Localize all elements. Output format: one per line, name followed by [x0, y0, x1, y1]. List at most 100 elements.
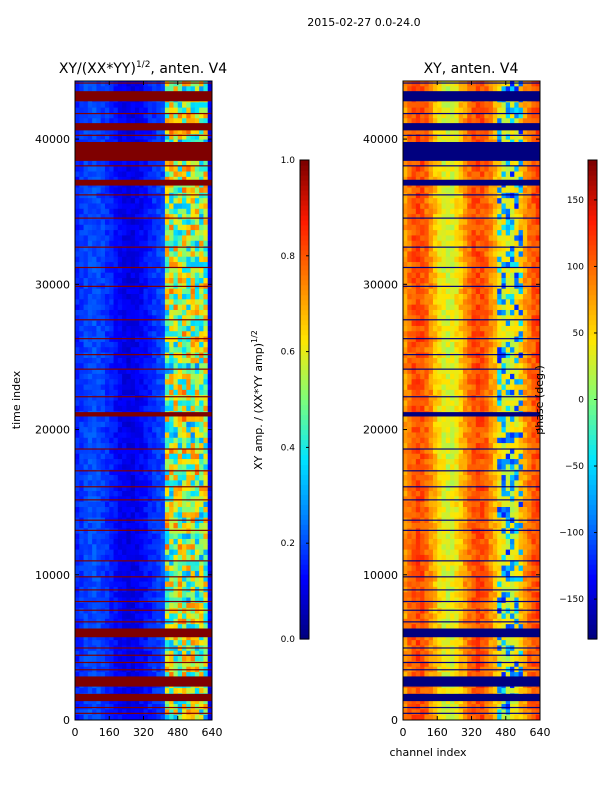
heatmap-cell [92, 688, 98, 694]
heatmap-cell [173, 341, 179, 348]
colorbar-segment [300, 164, 309, 171]
heatmap-cell [177, 341, 183, 348]
heatmap-cell [109, 288, 115, 295]
heatmap-cell [169, 544, 175, 551]
heatmap-cell [480, 224, 485, 231]
heatmap-cell [164, 81, 170, 87]
heatmap-cell [207, 208, 212, 215]
heatmap-cell [160, 640, 166, 647]
heatmap-cell [518, 118, 524, 125]
heatmap-cell [104, 230, 110, 237]
heatmap-cell [467, 166, 473, 173]
heatmap-cell [182, 469, 187, 476]
colorbar-segment [300, 384, 309, 391]
heatmap-cell [177, 709, 183, 716]
heatmap-cell [190, 714, 196, 720]
heatmap-cell [92, 379, 98, 386]
heatmap-cell [117, 501, 123, 508]
heatmap-cell [169, 325, 175, 332]
heatmap-cell [134, 661, 140, 668]
heatmap-cell [83, 464, 89, 471]
heatmap-cell [96, 262, 102, 268]
heatmap-cell [156, 235, 162, 242]
heatmap-cell [199, 405, 205, 412]
heatmap-cell [75, 709, 80, 716]
heatmap-cell [450, 219, 455, 226]
heatmap-cell [109, 400, 115, 407]
heatmap-cell [458, 86, 464, 93]
heatmap-cell [104, 357, 110, 364]
heatmap-cell [134, 107, 140, 114]
heatmap-cell [117, 437, 123, 444]
heatmap-cell [437, 160, 443, 167]
heatmap-cell [160, 549, 166, 556]
heatmap-cell [113, 230, 119, 237]
heatmap-cell [190, 443, 196, 450]
heatmap-cell [113, 325, 119, 332]
heatmap-cell [535, 112, 540, 119]
heatmap-cell [411, 192, 417, 199]
heatmap-cell [79, 118, 85, 125]
heatmap-cell [207, 522, 212, 529]
heatmap-cell [143, 128, 149, 135]
heatmap-cell [139, 464, 145, 471]
heatmap-cell [199, 576, 205, 583]
heatmap-cell [122, 267, 127, 274]
heatmap-cell [445, 107, 451, 114]
heatmap-cell [207, 464, 212, 471]
heatmap-cell [87, 272, 93, 279]
heatmap-cell [117, 491, 123, 497]
heatmap-cell [143, 549, 149, 556]
heatmap-cell [130, 166, 136, 173]
heatmap-cell [83, 576, 89, 583]
heatmap-cell [169, 437, 175, 444]
heatmap-cell [454, 107, 460, 114]
heatmap-cell [186, 672, 192, 678]
heatmap-cell [147, 134, 153, 141]
heatmap-cell [134, 166, 140, 173]
heatmap-cell [130, 208, 136, 215]
heatmap-cell [152, 81, 157, 87]
heatmap-cell [488, 208, 494, 215]
heatmap-cell [79, 448, 85, 455]
heatmap-cell [190, 597, 196, 604]
heatmap-cell [83, 485, 89, 492]
heatmap-cell [407, 224, 413, 231]
heatmap-cell [96, 288, 102, 295]
heatmap-cell [100, 480, 106, 487]
heatmap-cell [415, 214, 421, 221]
colorbar-segment [300, 379, 309, 386]
heatmap-cell [96, 198, 102, 205]
heatmap-cell [199, 597, 205, 604]
heatmap-cell [505, 112, 511, 119]
heatmap-cell [109, 501, 115, 508]
heatmap-cell [122, 315, 127, 322]
heatmap-cell [109, 320, 115, 327]
heatmap-cell [177, 405, 183, 412]
heatmap-cell [169, 512, 175, 519]
heatmap-cell [531, 102, 537, 109]
heatmap-cell [139, 230, 145, 237]
heatmap-cell [160, 267, 166, 274]
heatmap-cell [424, 171, 430, 178]
heatmap-cell [458, 187, 464, 194]
heatmap-cell [437, 128, 443, 135]
heatmap-cell [164, 485, 170, 492]
heatmap-cell [92, 538, 98, 545]
heatmap-cell [83, 363, 89, 370]
heatmap-cell [186, 352, 192, 359]
heatmap-cell [134, 304, 140, 311]
heatmap-cell [117, 389, 123, 396]
heatmap-cell [75, 272, 80, 279]
heatmap-cell [182, 128, 187, 135]
colorbar-segment [300, 214, 309, 221]
heatmap-cell [199, 373, 205, 380]
heatmap-cell [79, 389, 85, 396]
heatmap-cell [164, 112, 170, 119]
heatmap-cell [152, 570, 157, 577]
heatmap-cell [79, 208, 85, 215]
heatmap-cell [83, 597, 89, 604]
heatmap-cell [177, 650, 183, 657]
heatmap-cell [92, 357, 98, 364]
heatmap-cell [467, 203, 473, 210]
